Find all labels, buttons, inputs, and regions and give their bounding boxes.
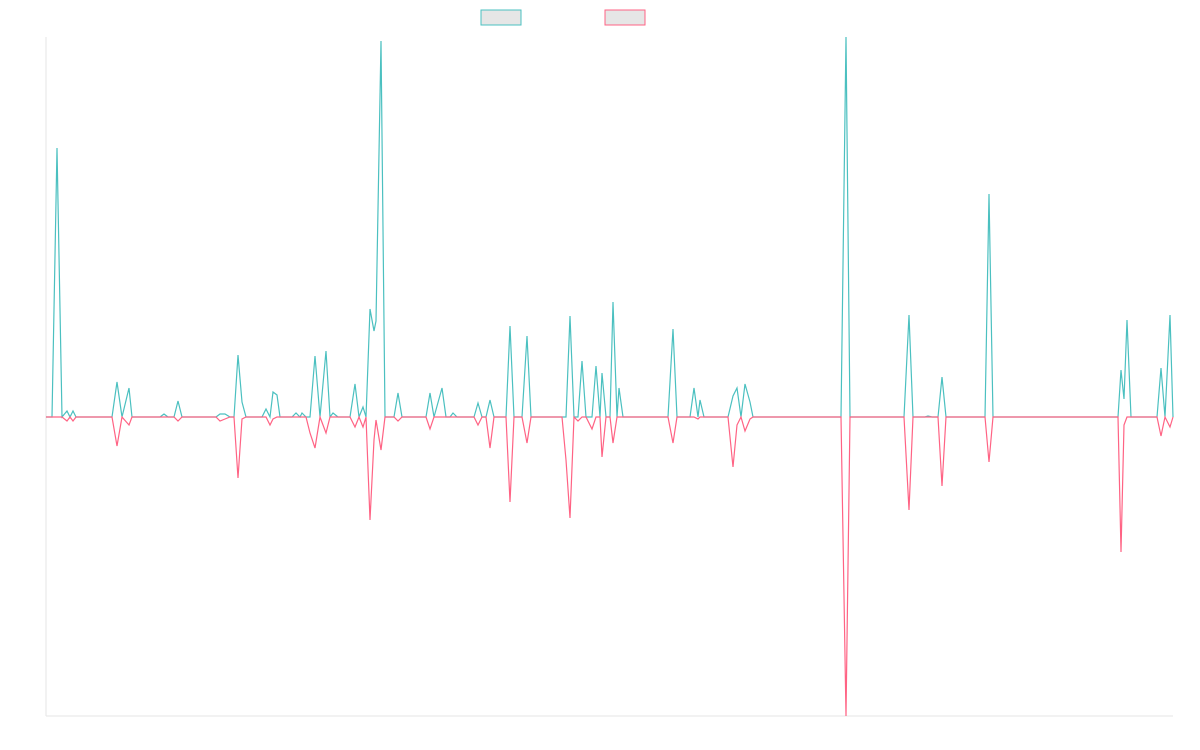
- series-line: [46, 414, 1174, 717]
- legend-swatch: [480, 9, 522, 26]
- series-line: [46, 36, 1174, 420]
- legend-swatch: [604, 9, 646, 26]
